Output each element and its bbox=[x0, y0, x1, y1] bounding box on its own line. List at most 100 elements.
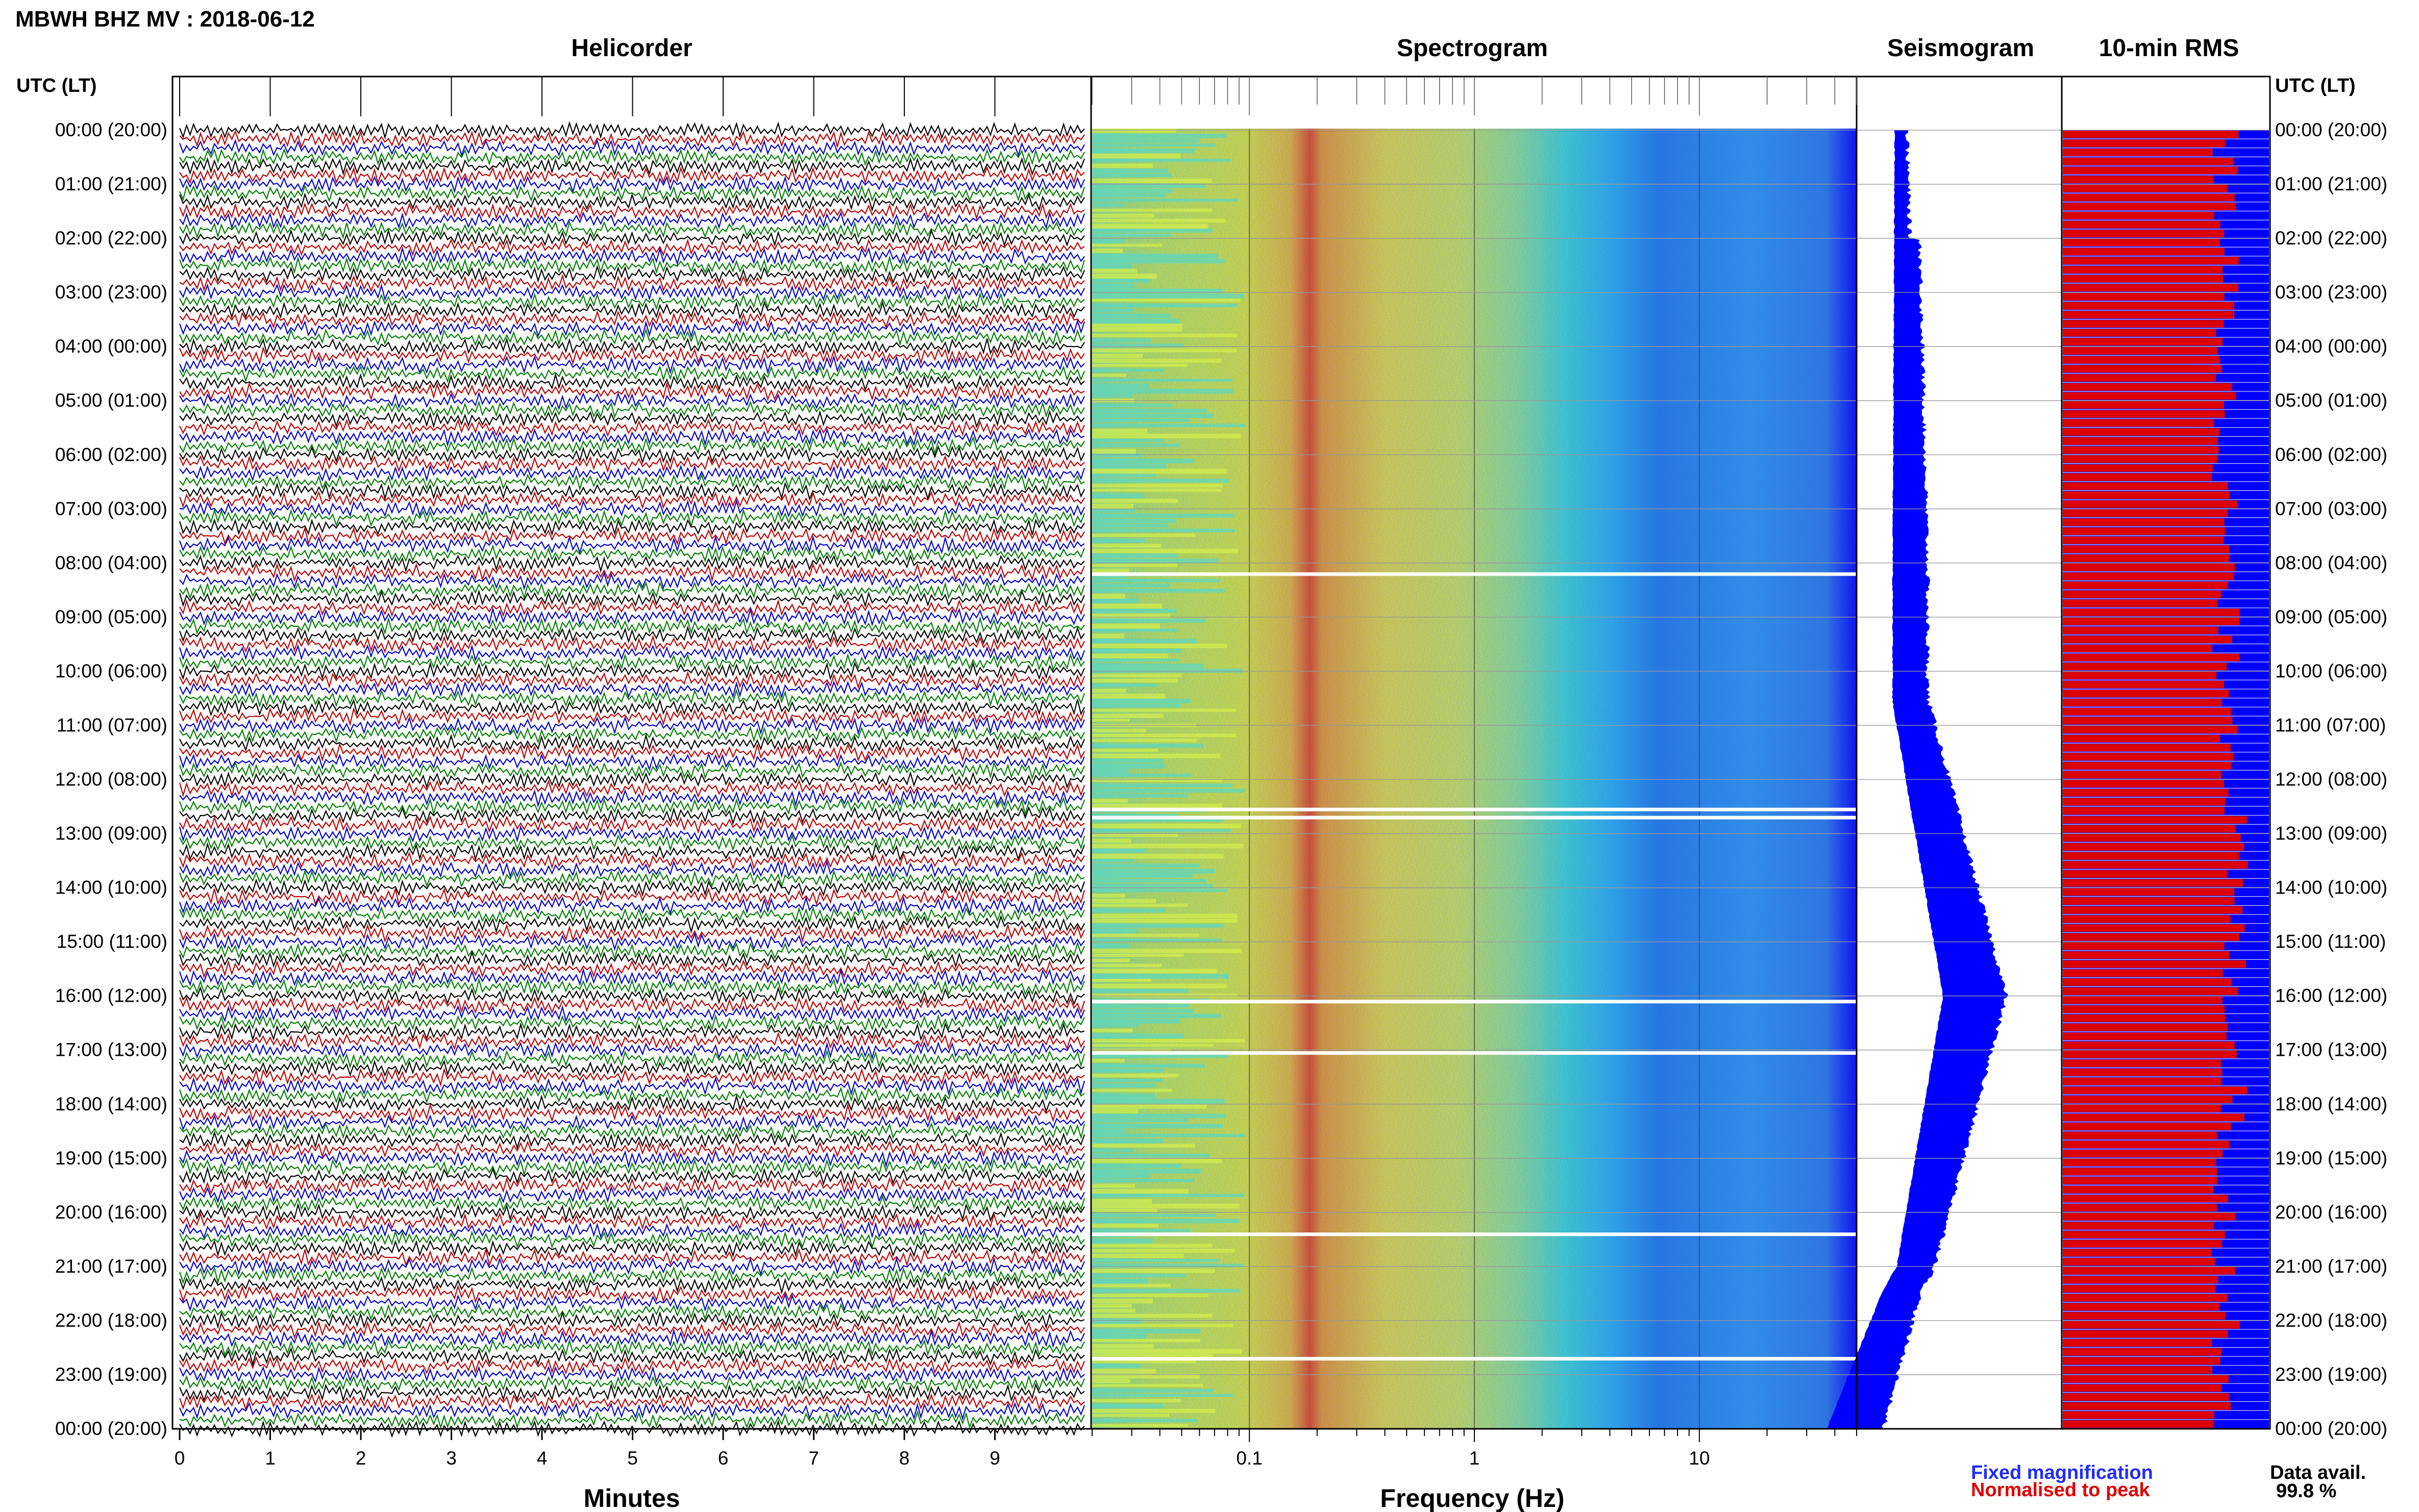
rms-bar-normalised bbox=[2063, 627, 2218, 634]
spectrogram-lowfreq-streak bbox=[1092, 1094, 1155, 1099]
helicorder-trace bbox=[179, 148, 1085, 167]
spectrogram-lowfreq-streak bbox=[1092, 1329, 1201, 1334]
time-label-right: 15:00 (11:00) bbox=[2275, 931, 2386, 952]
rms-bar-normalised bbox=[2063, 410, 2225, 418]
helicorder-trace bbox=[179, 1302, 1085, 1321]
time-label-left: 16:00 (12:00) bbox=[55, 985, 167, 1006]
spectrogram-lowfreq-streak bbox=[1092, 643, 1227, 648]
helicorder-trace bbox=[179, 1068, 1085, 1087]
helicorder-trace bbox=[179, 238, 1085, 257]
rms-bar-normalised bbox=[2063, 1375, 2229, 1383]
spectrogram-lowfreq-streak bbox=[1092, 183, 1205, 188]
spectrogram-lowfreq-streak bbox=[1092, 283, 1133, 289]
rms-bar-normalised bbox=[2063, 293, 2225, 301]
spectrogram-lowfreq-streak bbox=[1092, 533, 1196, 537]
rms-bar-normalised bbox=[2063, 617, 2240, 626]
spectrogram-lowfreq-streak bbox=[1092, 1379, 1130, 1383]
rms-bar-normalised bbox=[2063, 266, 2223, 274]
helicorder-trace bbox=[179, 310, 1085, 329]
rms-bar-normalised bbox=[2063, 1294, 2228, 1302]
helicorder-trace bbox=[179, 499, 1085, 518]
spectrogram-lowfreq-streak bbox=[1092, 1108, 1139, 1113]
rms-bar-normalised bbox=[2063, 987, 2238, 995]
spectrogram-lowfreq-streak bbox=[1092, 518, 1176, 523]
helicorder-trace bbox=[179, 1410, 1085, 1430]
rms-bar-normalised bbox=[2063, 563, 2235, 572]
rms-bar-normalised bbox=[2063, 951, 2230, 959]
rms-bar-normalised bbox=[2063, 978, 2232, 986]
spectrogram-lowfreq-streak bbox=[1092, 624, 1161, 629]
time-label-right: 23:00 (19:00) bbox=[2275, 1364, 2387, 1385]
helicorder-trace bbox=[179, 977, 1085, 996]
helicorder-trace bbox=[179, 571, 1085, 590]
helicorder-trace bbox=[179, 1185, 1085, 1204]
rms-bar-normalised bbox=[2063, 230, 2225, 238]
rms-bar-normalised bbox=[2063, 166, 2238, 175]
spectrogram-lowfreq-streak bbox=[1092, 268, 1138, 273]
helicorder-trace bbox=[179, 851, 1085, 870]
spectrogram-lowfreq-streak bbox=[1092, 238, 1124, 243]
plot-title: MBWH BHZ MV : 2018-06-12 bbox=[15, 7, 315, 32]
rms-bar-normalised bbox=[2063, 1059, 2221, 1068]
rms-bar-normalised bbox=[2063, 771, 2221, 779]
spectrogram-lowfreq-streak bbox=[1092, 349, 1237, 353]
spectrogram-lowfreq-streak bbox=[1092, 383, 1149, 389]
spectrogram-lowfreq-streak bbox=[1092, 493, 1144, 499]
spectrogram-gap bbox=[1092, 815, 1857, 820]
rms-bar-normalised bbox=[2063, 825, 2236, 833]
helicorder-trace bbox=[179, 1211, 1085, 1231]
spectrogram-lowfreq-streak bbox=[1092, 879, 1207, 883]
spectrogram-lowfreq-streak bbox=[1092, 1029, 1133, 1033]
helicorder-trace bbox=[179, 707, 1085, 726]
helicorder-trace bbox=[179, 1022, 1085, 1042]
spectrogram-gap bbox=[1092, 1051, 1857, 1055]
time-label-right: 16:00 (12:00) bbox=[2275, 985, 2387, 1006]
helicorder-trace bbox=[179, 427, 1085, 447]
helicorder-trace bbox=[179, 616, 1085, 636]
spectrogram-lowfreq-streak bbox=[1092, 229, 1213, 233]
rms-bar-normalised bbox=[2063, 716, 2233, 725]
spectrogram-lowfreq-streak bbox=[1092, 1054, 1228, 1058]
spectrogram-lowfreq-streak bbox=[1092, 1063, 1205, 1068]
time-label-right: 07:00 (03:00) bbox=[2275, 498, 2387, 519]
rms-bar-normalised bbox=[2063, 1366, 2212, 1374]
spectrogram-lowfreq-streak bbox=[1092, 179, 1212, 183]
spectrogram-lowfreq-streak bbox=[1092, 1008, 1194, 1013]
time-label-left: 04:00 (00:00) bbox=[55, 336, 167, 357]
rms-bar-normalised bbox=[2063, 220, 2220, 229]
spectrogram-lowfreq-streak bbox=[1092, 199, 1238, 202]
spectrogram-lowfreq-streak bbox=[1092, 1154, 1210, 1158]
utc-label-left: UTC (LT) bbox=[16, 75, 97, 96]
time-label-left: 05:00 (01:00) bbox=[55, 390, 167, 411]
spectrogram-lowfreq-streak bbox=[1092, 779, 1223, 782]
helicorder-trace bbox=[179, 490, 1085, 509]
spectrogram-lowfreq-streak bbox=[1092, 1004, 1189, 1008]
spectrogram-lowfreq-streak bbox=[1092, 668, 1243, 673]
helicorder-trace bbox=[179, 1149, 1085, 1169]
spectrogram-lowfreq-streak bbox=[1092, 958, 1130, 962]
helicorder-trace bbox=[179, 607, 1085, 627]
helicorder-trace bbox=[179, 1383, 1085, 1402]
spectrogram-lowfreq-streak bbox=[1092, 1249, 1235, 1253]
spectrogram-lowfreq-streak bbox=[1092, 463, 1167, 469]
helicorder-trace bbox=[179, 1220, 1085, 1240]
spectrogram-lowfreq-streak bbox=[1092, 679, 1178, 683]
time-label-left: 02:00 (22:00) bbox=[55, 228, 167, 249]
spectrogram-lowfreq-streak bbox=[1092, 1019, 1180, 1024]
spectrogram-lowfreq-streak bbox=[1092, 674, 1182, 678]
helicorder-trace bbox=[179, 1248, 1085, 1267]
helicorder-trace bbox=[179, 365, 1085, 384]
helicorder-trace bbox=[179, 941, 1085, 960]
spectrogram-lowfreq-streak bbox=[1092, 604, 1162, 609]
time-label-left: 21:00 (17:00) bbox=[55, 1256, 167, 1277]
rms-bar-normalised bbox=[2063, 1303, 2219, 1311]
rms-bar-normalised bbox=[2063, 798, 2226, 806]
spectrogram-lowfreq-streak bbox=[1092, 254, 1218, 259]
spectrogram-gap bbox=[1092, 807, 1857, 811]
spectrogram-lowfreq-streak bbox=[1092, 1079, 1163, 1082]
time-label-right: 18:00 (14:00) bbox=[2275, 1094, 2387, 1114]
rms-bar-normalised bbox=[2063, 1069, 2223, 1076]
rms-bar-normalised bbox=[2063, 401, 2224, 409]
helicorder-trace bbox=[179, 328, 1085, 347]
rms-bar-normalised bbox=[2063, 906, 2243, 914]
